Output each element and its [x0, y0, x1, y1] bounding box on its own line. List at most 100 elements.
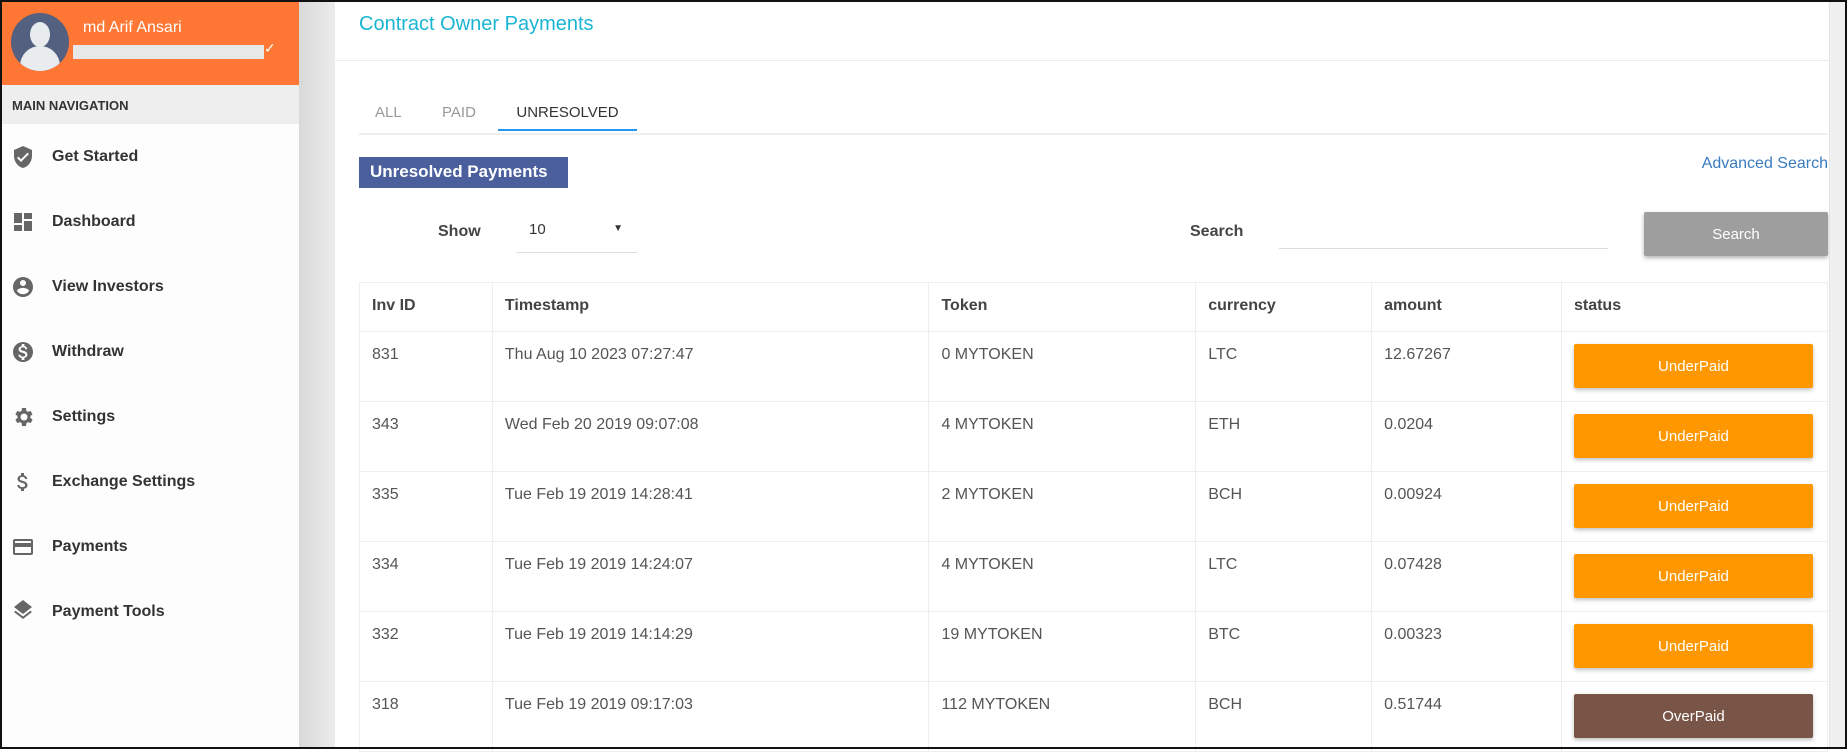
status-button[interactable]: OverPaid [1573, 694, 1813, 738]
search-label: Search [1190, 223, 1244, 240]
cell-token: 4 MYTOKEN [928, 401, 1197, 472]
user-email-redacted [73, 45, 264, 59]
layers-icon [14, 599, 32, 619]
dollar-icon [17, 472, 28, 491]
table-row: 318 Tue Feb 19 2019 09:17:03 112 MYTOKEN BC… [359, 681, 1829, 752]
table-row: 335 Tue Feb 19 2019 14:28:41 2 MYTOKEN BCH 0… [359, 471, 1829, 542]
page-size-value: 10 [529, 221, 546, 238]
sidebar-item-label: Withdraw [52, 342, 124, 360]
sidebar-item-get-started[interactable]: Get Started [0, 124, 299, 189]
search-button[interactable]: Search [1644, 212, 1828, 256]
cell-inv-id: 343 [359, 401, 493, 472]
table-row: 343 Wed Feb 20 2019 09:07:08 4 MYTOKEN ETH 0… [359, 401, 1829, 472]
cell-amount: 0.00323 [1371, 611, 1562, 682]
sidebar-item-label: Payments [52, 537, 128, 555]
cell-inv-id: 831 [359, 331, 493, 402]
cell-timestamp: Thu Aug 10 2023 07:27:47 [491, 331, 930, 402]
column-header: currency [1195, 282, 1373, 332]
tab-paid[interactable]: PAID [442, 104, 476, 121]
cell-amount: 0.00924 [1371, 471, 1562, 542]
cell-status: UnderPaid [1560, 471, 1829, 542]
cell-token: 19 MYTOKEN [928, 611, 1197, 682]
status-button[interactable]: UnderPaid [1573, 344, 1813, 388]
sidebar-item-payment-tools[interactable]: Payment Tools [0, 579, 299, 644]
cell-token: 2 MYTOKEN [928, 471, 1197, 542]
column-header: Token [928, 282, 1197, 332]
sidebar-gutter [299, 0, 335, 749]
cell-token: 0 MYTOKEN [928, 331, 1197, 402]
account-circle-icon [13, 276, 33, 297]
column-header: status [1560, 282, 1829, 332]
cell-currency: LTC [1195, 331, 1373, 402]
nav-heading: MAIN NAVIGATION [0, 85, 299, 124]
tab-unresolved[interactable]: UNRESOLVED [498, 98, 637, 131]
status-button[interactable]: UnderPaid [1573, 414, 1813, 458]
cell-timestamp: Tue Feb 19 2019 14:24:07 [491, 541, 930, 612]
sidebar-item-payments[interactable]: Payments [0, 514, 299, 579]
cell-currency: BTC [1195, 611, 1373, 682]
show-label: Show [438, 223, 481, 240]
chevron-down-icon[interactable]: ✓ [264, 40, 276, 56]
dollar-circle-icon [13, 341, 33, 362]
advanced-search-link[interactable]: Advanced Search [1701, 155, 1828, 172]
sidebar-item-label: Settings [52, 407, 116, 425]
page-size-select[interactable]: 10 ▼ [516, 217, 637, 253]
cell-status: UnderPaid [1560, 611, 1829, 682]
cell-currency: BCH [1195, 681, 1373, 752]
cell-amount: 12.67267 [1371, 331, 1562, 402]
cell-status: OverPaid [1560, 681, 1829, 752]
cell-status: UnderPaid [1560, 331, 1829, 402]
sidebar-item-label: Get Started [52, 147, 139, 165]
sidebar-item-view-investors[interactable]: View Investors [0, 254, 299, 319]
credit-card-icon [13, 538, 33, 555]
table-row: 831 Thu Aug 10 2023 07:27:47 0 MYTOKEN LTC 1… [359, 331, 1829, 402]
sidebar-item-label: View Investors [52, 277, 164, 295]
cell-timestamp: Tue Feb 19 2019 14:28:41 [491, 471, 930, 542]
cell-status: UnderPaid [1560, 541, 1829, 612]
gear-icon [15, 407, 33, 426]
sidebar-item-label: Dashboard [52, 212, 136, 230]
cell-status: UnderPaid [1560, 401, 1829, 472]
user-profile: md Arif Ansari ✓ [0, 0, 299, 85]
cell-inv-id: 335 [359, 471, 493, 542]
divider [335, 60, 1847, 61]
cell-amount: 0.07428 [1371, 541, 1562, 612]
cell-timestamp: Tue Feb 19 2019 14:14:29 [491, 611, 930, 682]
cell-token: 4 MYTOKEN [928, 541, 1197, 612]
cell-currency: LTC [1195, 541, 1373, 612]
tab-bar: ALL PAID UNRESOLVED [359, 98, 1828, 135]
column-header: Timestamp [491, 282, 930, 332]
cell-currency: BCH [1195, 471, 1373, 542]
avatar [11, 13, 69, 71]
search-input[interactable] [1279, 217, 1608, 249]
shield-check-icon [14, 145, 32, 168]
sidebar-item-withdraw[interactable]: Withdraw [0, 319, 299, 384]
sidebar-item-exchange-settings[interactable]: Exchange Settings [0, 449, 299, 514]
cell-inv-id: 332 [359, 611, 493, 682]
caret-down-icon: ▼ [613, 223, 623, 234]
status-button[interactable]: UnderPaid [1573, 484, 1813, 528]
cell-amount: 0.0204 [1371, 401, 1562, 472]
cell-timestamp: Wed Feb 20 2019 09:07:08 [491, 401, 930, 472]
status-button[interactable]: UnderPaid [1573, 624, 1813, 668]
cell-token: 112 MYTOKEN [928, 681, 1197, 752]
sidebar-item-label: Exchange Settings [52, 472, 196, 490]
sidebar-item-settings[interactable]: Settings [0, 384, 299, 449]
tab-all[interactable]: ALL [375, 104, 402, 121]
status-button[interactable]: UnderPaid [1573, 554, 1813, 598]
column-header: amount [1371, 282, 1562, 332]
table-row: 332 Tue Feb 19 2019 14:14:29 19 MYTOKEN BTC… [359, 611, 1829, 682]
cell-currency: ETH [1195, 401, 1373, 472]
column-header: Inv ID [359, 282, 493, 332]
sidebar: md Arif Ansari ✓ MAIN NAVIGATION Get Sta… [0, 0, 299, 749]
table-row: 334 Tue Feb 19 2019 14:24:07 4 MYTOKEN LTC 0… [359, 541, 1829, 612]
page-title: Contract Owner Payments [359, 13, 594, 35]
cell-inv-id: 318 [359, 681, 493, 752]
sidebar-item-dashboard[interactable]: Dashboard [0, 189, 299, 254]
main-content: Contract Owner Payments ALL PAID UNRESOL… [335, 0, 1847, 752]
section-title: Unresolved Payments [359, 157, 568, 188]
sidebar-item-label: Payment Tools [52, 602, 165, 620]
cell-timestamp: Tue Feb 19 2019 09:17:03 [491, 681, 930, 752]
dashboard-icon [14, 212, 32, 231]
scrollbar[interactable] [1829, 0, 1845, 749]
